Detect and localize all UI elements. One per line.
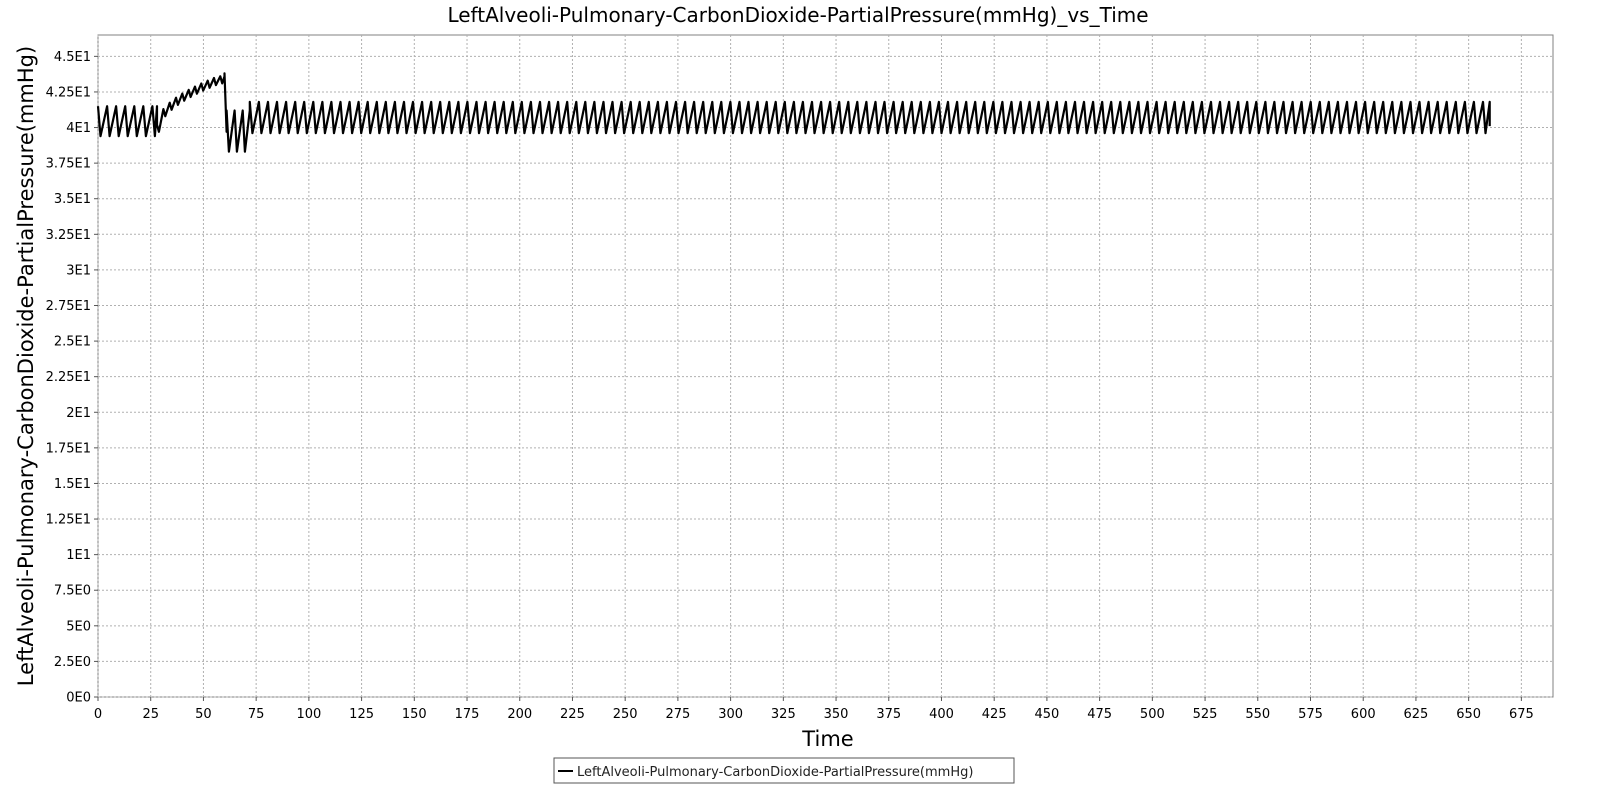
x-tick-label: 125 (349, 707, 374, 722)
x-axis-label: Time (801, 727, 853, 751)
x-tick-label: 50 (195, 707, 212, 722)
x-tick-label: 300 (718, 707, 743, 722)
plot-area (97, 34, 1554, 698)
x-tick-label: 325 (771, 707, 796, 722)
x-tick-label: 25 (142, 707, 159, 722)
y-tick-label: 5E0 (66, 619, 91, 634)
x-tick-label: 450 (1034, 707, 1059, 722)
y-tick-label: 2.25E1 (46, 370, 91, 385)
x-tick-label: 675 (1509, 707, 1534, 722)
series-line (96, 72, 1491, 153)
y-tick-label: 4E1 (66, 121, 91, 136)
y-axis-label: LeftAlveoli-Pulmonary-CarbonDioxide-Part… (14, 46, 38, 686)
x-tick-label: 600 (1351, 707, 1376, 722)
x-tick-label: 400 (929, 707, 954, 722)
x-tick-label: 625 (1404, 707, 1429, 722)
x-tick-label: 200 (507, 707, 532, 722)
y-axis-ticks: 0E0 2.5E0 5E0 7.5E0 1E1 1.25E1 1.5E1 1.75E1 2E1 2… (46, 50, 98, 706)
x-tick-label: 150 (402, 707, 427, 722)
x-tick-label: 175 (455, 707, 480, 722)
x-tick-label: 475 (1087, 707, 1112, 722)
x-axis-ticks: 0 25 50 75 100 125 150 175 200 225 250 275 300 325 350… (94, 697, 1534, 722)
y-tick-label: 1E1 (66, 548, 91, 563)
y-tick-label: 3.5E1 (54, 192, 91, 207)
x-tick-label: 425 (982, 707, 1007, 722)
y-tick-label: 2.5E1 (54, 335, 91, 350)
x-tick-label: 250 (613, 707, 638, 722)
y-tick-label: 1.5E1 (54, 477, 91, 492)
y-tick-label: 1.25E1 (46, 513, 91, 528)
x-tick-label: 575 (1298, 707, 1323, 722)
x-tick-label: 350 (824, 707, 849, 722)
x-tick-label: 375 (876, 707, 901, 722)
legend-box (553, 757, 1015, 784)
x-tick-label: 100 (296, 707, 321, 722)
x-tick-label: 0 (94, 707, 102, 722)
legend-label: LeftAlveoli-Pulmonary-CarbonDioxide-Part… (577, 765, 973, 780)
chart-title: LeftAlveoli-Pulmonary-CarbonDioxide-Part… (447, 3, 1148, 27)
y-tick-label: 2.5E0 (54, 655, 91, 670)
y-tick-label: 3.25E1 (46, 228, 91, 243)
x-tick-label: 275 (665, 707, 690, 722)
x-tick-label: 525 (1193, 707, 1218, 722)
y-tick-label: 2E1 (66, 406, 91, 421)
y-tick-label: 4.5E1 (54, 50, 91, 65)
x-tick-label: 75 (248, 707, 265, 722)
grid-lines (97, 35, 1553, 698)
legend: LeftAlveoli-Pulmonary-CarbonDioxide-Part… (553, 757, 1015, 784)
y-tick-label: 3E1 (66, 263, 91, 278)
y-tick-label: 2.75E1 (46, 299, 91, 314)
x-tick-label: 225 (560, 707, 585, 722)
y-tick-label: 7.5E0 (54, 584, 91, 599)
y-tick-label: 3.75E1 (46, 157, 91, 172)
y-tick-label: 4.25E1 (46, 85, 91, 100)
y-tick-label: 0E0 (66, 691, 91, 706)
x-tick-label: 650 (1456, 707, 1481, 722)
y-tick-label: 1.75E1 (46, 441, 91, 456)
x-tick-label: 550 (1245, 707, 1270, 722)
x-tick-label: 500 (1140, 707, 1165, 722)
